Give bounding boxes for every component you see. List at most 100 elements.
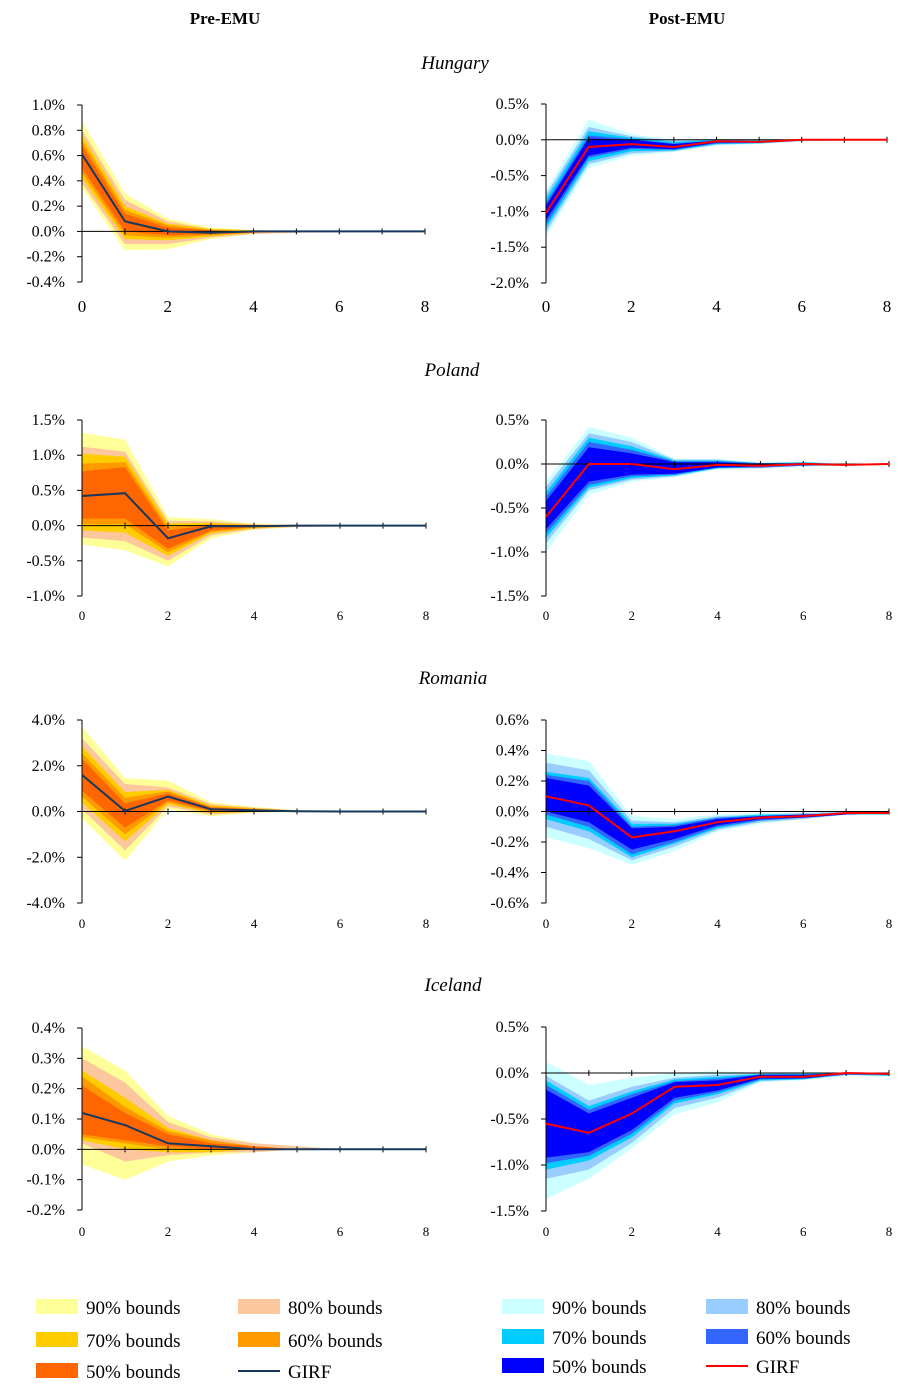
legend-label-60-bounds: 60% bounds: [756, 1328, 850, 1349]
legend-post-emu: 90% bounds 80% bounds 70% bounds 60% bounds…: [502, 1298, 850, 1378]
band-90-hungary-pre: [82, 121, 425, 251]
y-tick-label: 0.2%: [32, 198, 65, 215]
girf-line-romania-post: [545, 795, 889, 839]
legend-swatch-90-bounds: [36, 1299, 78, 1314]
y-tick-label: 0.4%: [32, 1020, 65, 1037]
y-tick-label: -1.0%: [26, 588, 65, 605]
x-tick-label: 2: [165, 1224, 172, 1239]
column-title-post-emu: Post-EMU: [649, 9, 725, 28]
y-tick-label: -0.5%: [26, 553, 65, 570]
band-80-hungary-post: [546, 126, 887, 233]
y-tick-label: -0.6%: [490, 895, 529, 912]
y-tick-label: 0.0%: [496, 804, 529, 821]
x-tick-label: 8: [423, 608, 430, 623]
panel-hungary-post: 0.5% 0.0% -0.5% -1.0% -1.5% -2.0% 0 2 4 6 8: [490, 96, 891, 316]
legends: 90% bounds 80% bounds 70% bounds 60% bounds…: [36, 1298, 850, 1383]
x-tick-label: 8: [886, 608, 893, 623]
y-tick-label: -4.0%: [26, 895, 65, 912]
x-tick-label: 2: [164, 297, 173, 316]
legend-swatch-50-bounds: [36, 1363, 78, 1378]
legend-swatch-60-bounds: [238, 1332, 280, 1347]
y-tick-label: -0.5%: [490, 1111, 529, 1128]
legend-label-90-bounds: 90% bounds: [86, 1298, 180, 1319]
panel-iceland-post: 0.5% 0.0% -0.5% -1.0% -1.5% 0 2 4 6 8: [490, 1019, 892, 1239]
x-tick-label: 6: [335, 297, 344, 316]
band-60-romania-pre: [82, 753, 426, 835]
legend-swatch-60-bounds: [706, 1329, 748, 1344]
y-tick-label: 4.0%: [32, 712, 65, 729]
legend-label-80-bounds: 80% bounds: [288, 1298, 382, 1319]
band-60-iceland-pre: [82, 1076, 426, 1150]
legend-swatch-90-bounds: [502, 1299, 544, 1314]
legend-swatch-70-bounds: [502, 1329, 544, 1344]
band-50-hungary-pre: [82, 145, 425, 236]
legend-label-girf: GIRF: [288, 1362, 331, 1383]
y-tick-label: -2.0%: [26, 849, 65, 866]
panel-poland-post: 0.5% 0.0% -0.5% -1.0% -1.5% 0 2 4 6 8: [490, 412, 892, 623]
legend-swatch-80-bounds: [706, 1299, 748, 1314]
x-tick-label: 4: [714, 1224, 721, 1239]
y-tick-label: 0.2%: [496, 773, 529, 790]
legend-label-50-bounds: 50% bounds: [86, 1362, 180, 1383]
x-tick-label: 2: [165, 916, 172, 931]
y-tick-label: -1.5%: [490, 239, 529, 256]
panel-iceland-pre: 0.4% 0.3% 0.2% 0.1% 0.0% -0.1% -0.2% 0 2 4 6 8: [26, 1020, 429, 1239]
x-tick-label: 0: [79, 608, 86, 623]
y-tick-label: 0.5%: [496, 412, 529, 429]
country-title-iceland: Iceland: [424, 975, 482, 996]
panel-poland-pre: 1.5% 1.0% 0.5% 0.0% -0.5% -1.0% 0 2 4 6 8: [26, 412, 429, 623]
x-tick-label: 4: [714, 608, 721, 623]
girf-line-hungary-pre: [81, 153, 425, 234]
y-tick-label: 0.0%: [32, 518, 65, 535]
girf-line-poland-post: [545, 462, 890, 518]
y-tick-label: -0.2%: [490, 834, 529, 851]
x-tick-label: 2: [165, 608, 172, 623]
x-tick-label: 6: [798, 297, 807, 316]
y-tick-label: -0.5%: [490, 500, 529, 517]
x-tick-label: 6: [800, 608, 807, 623]
y-tick-label: 0.3%: [32, 1050, 65, 1067]
x-tick-label: 2: [629, 916, 636, 931]
y-tick-label: -2.0%: [490, 275, 529, 292]
girf-line-iceland-pre: [81, 1111, 426, 1151]
country-title-romania: Romania: [418, 668, 488, 689]
girf-line-poland-pre: [81, 492, 426, 540]
y-tick-label: -1.5%: [490, 588, 529, 605]
x-tick-label: 6: [800, 916, 807, 931]
x-tick-label: 2: [627, 297, 636, 316]
y-tick-label: -0.4%: [26, 274, 65, 291]
girf-line-romania-pre: [81, 774, 426, 813]
country-title-poland: Poland: [424, 360, 480, 381]
x-tick-label: 4: [712, 297, 721, 316]
y-tick-label: -0.5%: [490, 168, 529, 185]
x-tick-label: 6: [800, 1224, 807, 1239]
panels: 1.0%0.8%0.6%0.4%0.2%0.0%-0.2%-0.4%0 2 4 6 80…: [26, 96, 892, 1239]
y-tick-label: -1.0%: [490, 544, 529, 561]
x-tick-label: 0: [543, 1224, 550, 1239]
x-tick-label: 4: [714, 916, 721, 931]
legend-label-60-bounds: 60% bounds: [288, 1331, 382, 1352]
y-tick-label: 0.8%: [32, 122, 65, 139]
legend-swatch-80-bounds: [238, 1299, 280, 1314]
x-tick-label: 0: [79, 1224, 86, 1239]
x-tick-label: 4: [251, 1224, 258, 1239]
y-tick-label: 2.0%: [32, 758, 65, 775]
band-50-hungary-post: [546, 138, 887, 220]
y-tick-label: 0.0%: [496, 132, 529, 149]
x-tick-label: 8: [423, 916, 430, 931]
y-tick-label: -1.5%: [490, 1203, 529, 1220]
panel-romania-pre: 4.0% 2.0% 0.0% -2.0% -4.0% 0 2 4 6 8: [26, 712, 429, 931]
y-tick-label: -0.2%: [26, 249, 65, 266]
x-tick-label: 2: [629, 608, 636, 623]
x-tick-label: 4: [251, 916, 258, 931]
column-title-pre-emu: Pre-EMU: [190, 9, 261, 28]
legend-label-girf: GIRF: [756, 1357, 799, 1378]
y-tick-label: 0.5%: [32, 482, 65, 499]
x-tick-label: 0: [78, 297, 87, 316]
y-tick-label: 0.0%: [32, 223, 65, 240]
x-tick-label: 8: [423, 1224, 430, 1239]
band-50-iceland-post: [546, 1073, 889, 1158]
y-tick-label: -1.0%: [490, 1157, 529, 1174]
x-tick-label: 0: [543, 608, 550, 623]
y-tick-label: -0.2%: [26, 1202, 65, 1219]
